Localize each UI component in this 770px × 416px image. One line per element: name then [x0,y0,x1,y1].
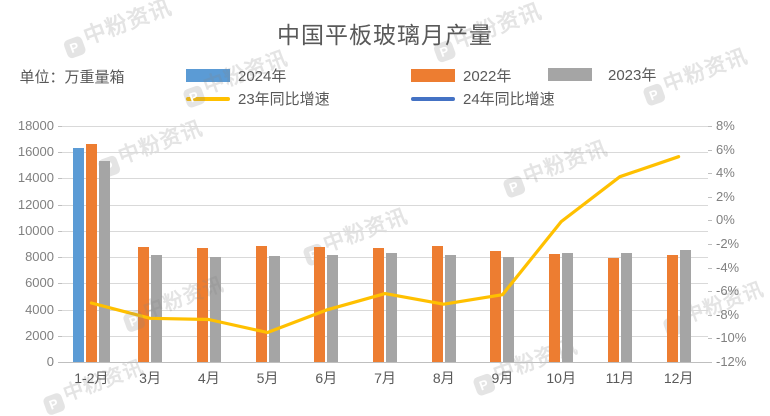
axis-tick [708,267,712,269]
category-label: 12月 [663,370,694,386]
bar-2023年[interactable] [98,161,110,362]
axis-tick [708,244,712,245]
left-axis-tick-label: 12000 [17,196,54,212]
legend-swatch-line-icon [186,96,230,101]
right-axis-tick-label: -8% [716,306,740,322]
axis-tick [708,362,712,363]
gridline [62,126,708,127]
gridline [62,335,708,337]
left-axis-tick-label: 0 [46,354,54,369]
category-label: 11月 [605,370,635,386]
category-label: 10月 [546,370,576,386]
bar-2023年[interactable] [444,254,456,362]
axis-tick [58,230,62,232]
legend-label: 24年同比增速 [463,91,555,108]
chart-legend: 2024年 2022年 23年同比增速 24年同比增速 [186,64,666,110]
legend-item-24-yoy[interactable]: 24年同比增速 [411,87,636,110]
axis-tick [58,309,62,311]
right-axis-tick-label: 6% [716,141,735,157]
axis-tick [708,338,712,340]
axis-tick [708,220,712,222]
left-axis-tick-label: 16000 [17,144,54,160]
legend-item-23-yoy[interactable]: 23年同比增速 [186,87,411,110]
right-axis-tick-label: -10% [716,330,747,346]
bar-2022年[interactable] [666,255,678,362]
left-axis-tick-label: 8000 [25,249,54,265]
axis-tick [58,283,62,285]
left-axis-tick-label: 4000 [25,301,54,317]
bar-2022年[interactable] [314,247,326,362]
bar-2022年[interactable] [373,247,384,362]
legend-swatch-bar-icon [186,69,230,82]
bar-2022年[interactable] [607,257,619,362]
axis-tick [58,152,62,154]
left-axis-tick-label: 18000 [17,118,54,133]
left-axis-tick-label: 14000 [17,170,54,186]
left-axis-tick-label: 6000 [25,275,54,291]
bar-2022年[interactable] [549,253,561,362]
legend-swatch-line-icon [411,96,455,101]
legend-label: 23年同比增速 [238,91,330,108]
legend-item-2023[interactable]: 2023年 [548,64,656,85]
axis-tick [708,149,712,151]
legend-label: 2022年 [463,68,512,85]
category-label: 9月 [491,370,514,386]
bar-2022年[interactable] [490,250,502,362]
legend-swatch-bar-icon [411,69,455,82]
legend-item-2022[interactable]: 2022年 [411,64,636,87]
right-axis-tick-label: 0% [716,212,735,228]
legend-item-2024[interactable]: 2024年 [186,64,411,87]
left-axis-tick-label: 10000 [17,222,54,238]
right-axis-tick-label: -12% [716,354,747,369]
axis-tick [708,291,712,293]
bar-2023年[interactable] [503,257,515,362]
right-axis-tick-label: 2% [716,188,735,204]
category-label: 8月 [432,370,455,386]
category-axis: 1-2月 3月 4月 5月 6月 7月 8月 9月 10月 11月 12月 [62,368,708,390]
bar-2023年[interactable] [620,252,632,362]
bar-2023年[interactable] [268,255,280,362]
bar-2024年[interactable] [72,148,84,362]
bar-2022年[interactable] [255,245,267,362]
right-axis-tick-label: -2% [716,236,740,251]
bar-2023年[interactable] [562,253,574,362]
category-label: 7月 [374,370,396,386]
legend-label: 2023年 [608,67,657,84]
right-axis-tick-label: 4% [716,165,735,181]
bar-2023年[interactable] [327,255,339,362]
bar-2023年[interactable] [386,253,397,362]
axis-tick [708,173,712,175]
chart-title: 中国平板玻璃月产量 [277,22,493,48]
axis-tick [58,204,62,206]
bar-2022年[interactable] [431,245,443,362]
right-axis-tick-label: -6% [716,283,740,299]
gridline [62,152,708,154]
left-axis-tick-label: 2000 [25,327,54,343]
axis-tick [58,362,62,363]
bar-2023年[interactable] [679,249,691,362]
category-label: 3月 [139,370,161,386]
axis-tick [708,126,712,127]
gridline [62,362,708,363]
axis-tick [58,335,62,337]
category-label: 5月 [256,370,279,386]
category-label: 6月 [315,370,338,386]
legend-label: 2024年 [238,68,287,85]
right-axis-tick-label: -4% [716,259,740,275]
axis-tick [58,178,62,180]
legend-swatch-bar-icon [548,68,592,81]
category-label: 4月 [197,370,220,386]
unit-label: 单位：万重量箱 [19,69,125,86]
axis-tick [58,126,62,127]
bar-2022年[interactable] [85,144,97,362]
axis-tick [708,314,712,316]
right-axis-tick-label: 8% [716,118,735,133]
category-label: 1-2月 [74,370,109,386]
axis-tick [58,257,62,259]
axis-tick [708,196,712,198]
